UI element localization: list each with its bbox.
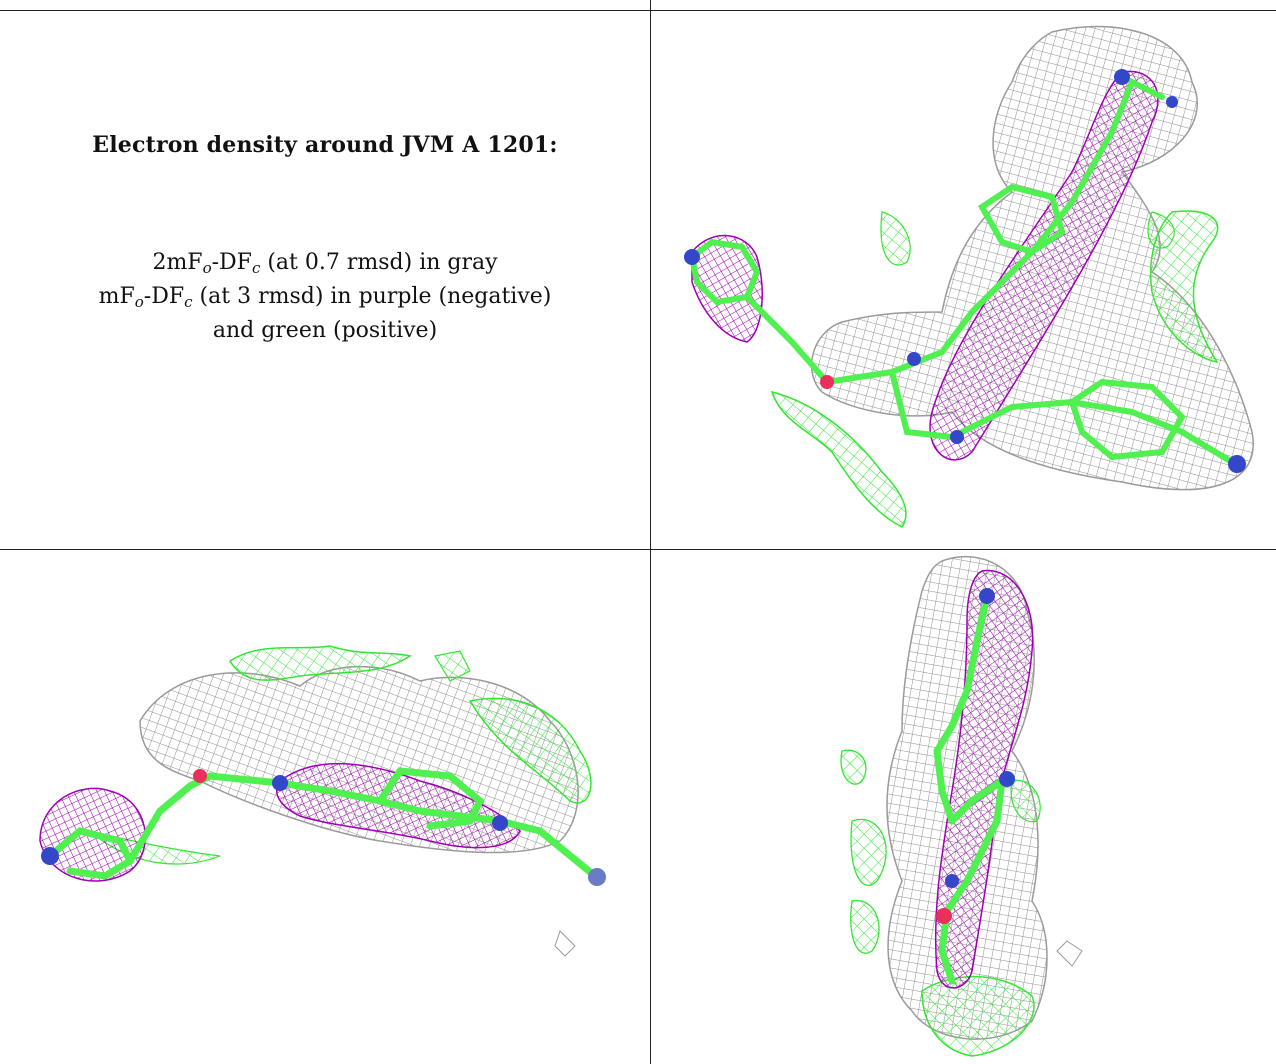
ligand-sticks <box>46 767 599 880</box>
density-view-bottom-right <box>652 551 1274 1064</box>
density-view-bottom-left <box>0 551 649 1064</box>
caption-text: 2mFo-DFc (at 0.7 rmsd) in gray mFo-DFc (… <box>20 246 630 348</box>
table-middle-border <box>0 549 1276 550</box>
ligand-sticks <box>933 592 1006 985</box>
map-fofc-negative <box>934 569 1034 989</box>
molecule-render-3 <box>840 555 1083 1057</box>
map-fofc-positive <box>770 210 1219 528</box>
atoms <box>936 588 1015 924</box>
atoms <box>684 69 1246 473</box>
legend-positive: and green (positive) <box>212 318 438 343</box>
map-fofc-negative <box>691 70 1159 461</box>
molecule-render-2 <box>39 645 606 957</box>
caption-cell: Electron density around JVM A 1201: 2mFo… <box>20 0 630 548</box>
legend-2fofc: 2mFo-DFc (at 0.7 rmsd) in gray <box>152 250 498 277</box>
caption-title: Electron density around JVM A 1201: <box>92 132 558 158</box>
ligand-sticks <box>688 77 1235 465</box>
molecule-render-1 <box>684 25 1254 528</box>
map-fofc-positive <box>840 749 1041 1057</box>
legend-fofc: mFo-DFc (at 3 rmsd) in purple (negative) <box>98 284 552 311</box>
table-center-divider <box>650 0 651 1064</box>
atoms <box>41 769 606 886</box>
table-top-border <box>0 10 1276 11</box>
density-view-top-right <box>652 12 1274 548</box>
